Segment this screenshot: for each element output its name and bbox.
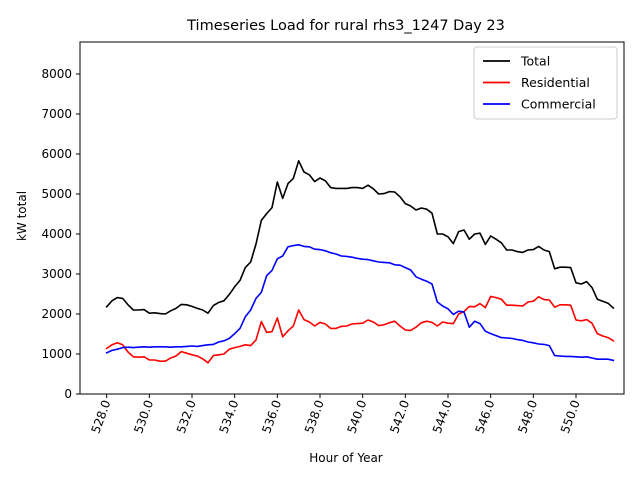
x-tick-label: 544.0 — [430, 398, 455, 435]
legend: Total Residential Commercial — [473, 46, 618, 120]
x-tick-label: 538.0 — [302, 398, 327, 435]
y-tick-label: 6000 — [41, 147, 72, 161]
y-tick-label: 4000 — [41, 227, 72, 241]
y-tick-label: 8000 — [41, 67, 72, 81]
legend-label-residential: Residential — [521, 75, 590, 90]
y-tick-label: 3000 — [41, 267, 72, 281]
x-tick-label: 546.0 — [473, 398, 498, 435]
y-tick-label: 2000 — [41, 307, 72, 321]
x-tick-label: 536.0 — [259, 398, 284, 435]
axes-frame — [79, 41, 625, 395]
legend-box — [473, 46, 618, 120]
x-tick-label: 548.0 — [515, 398, 540, 435]
axes-layer — [79, 41, 625, 395]
chart-title: Timeseries Load for rural rhs3_1247 Day … — [186, 18, 505, 34]
y-tick-label: 0 — [64, 387, 72, 401]
series-line-commercial — [105, 244, 615, 362]
x-tick-label: 532.0 — [174, 398, 199, 435]
series-line-residential — [105, 295, 615, 364]
x-axis-label: Hour of Year — [309, 451, 383, 465]
series-layer — [105, 160, 615, 364]
y-tick-label: 1000 — [41, 347, 72, 361]
series-line-total — [105, 160, 615, 315]
x-tick-label: 534.0 — [217, 398, 242, 435]
x-tick-label: 540.0 — [345, 398, 370, 435]
y-tick-label: 5000 — [41, 187, 72, 201]
y-axis-label: kW total — [15, 191, 29, 241]
legend-label-commercial: Commercial — [521, 97, 596, 112]
x-tick-label: 530.0 — [131, 398, 156, 435]
legend-label-total: Total — [520, 54, 550, 69]
y-tick-label: 7000 — [41, 107, 72, 121]
x-tick-label: 542.0 — [387, 398, 412, 435]
x-tick-label: 528.0 — [89, 398, 114, 435]
x-tick-label: 550.0 — [558, 398, 583, 435]
